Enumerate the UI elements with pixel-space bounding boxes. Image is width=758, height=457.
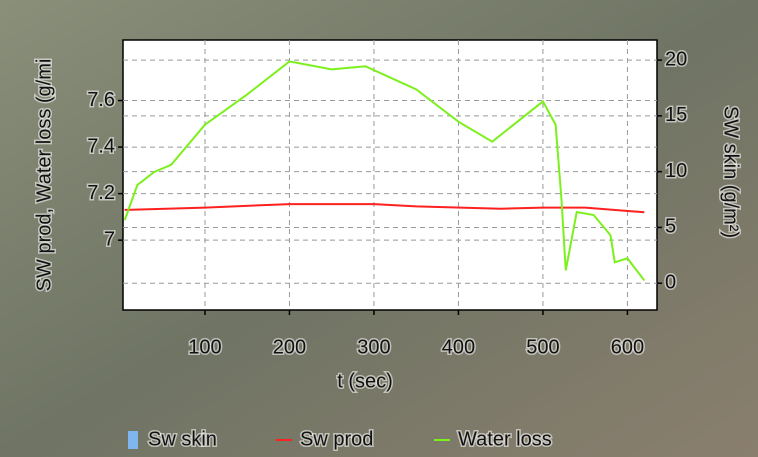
legend-label: Sw prod xyxy=(300,428,373,450)
data-line xyxy=(124,203,645,214)
x-tick-label: 600 xyxy=(611,336,644,358)
x-tick-label: 500 xyxy=(526,336,559,358)
legend-label: Sw skin xyxy=(148,428,217,450)
data-line xyxy=(123,60,646,282)
y-tick-label: 7.4 xyxy=(87,135,115,157)
y-tick-label: 7.2 xyxy=(87,182,115,204)
legend-label: Water loss xyxy=(458,428,552,450)
y2-axis-label: SW skin (g/m²) xyxy=(720,106,742,238)
y2-tick-label: 10 xyxy=(665,160,687,182)
x-tick-label: 200 xyxy=(273,336,306,358)
plot-area xyxy=(122,39,658,311)
y2-tick-label: 0 xyxy=(665,272,676,294)
x-tick-label: 400 xyxy=(442,336,475,358)
x-tick-label: 300 xyxy=(357,336,390,358)
y-axis-label: SW prod, Water loss (g/mi xyxy=(33,59,55,292)
legend-swatch xyxy=(128,431,138,449)
y2-tick-label: 5 xyxy=(665,216,676,238)
y-tick-label: 7 xyxy=(104,228,115,250)
y2-tick-label: 20 xyxy=(665,48,687,70)
y-tick-label: 7.6 xyxy=(87,89,115,111)
y2-tick-label: 15 xyxy=(665,104,687,126)
x-axis-label: t (sec) xyxy=(337,370,393,392)
x-tick-label: 100 xyxy=(188,336,221,358)
